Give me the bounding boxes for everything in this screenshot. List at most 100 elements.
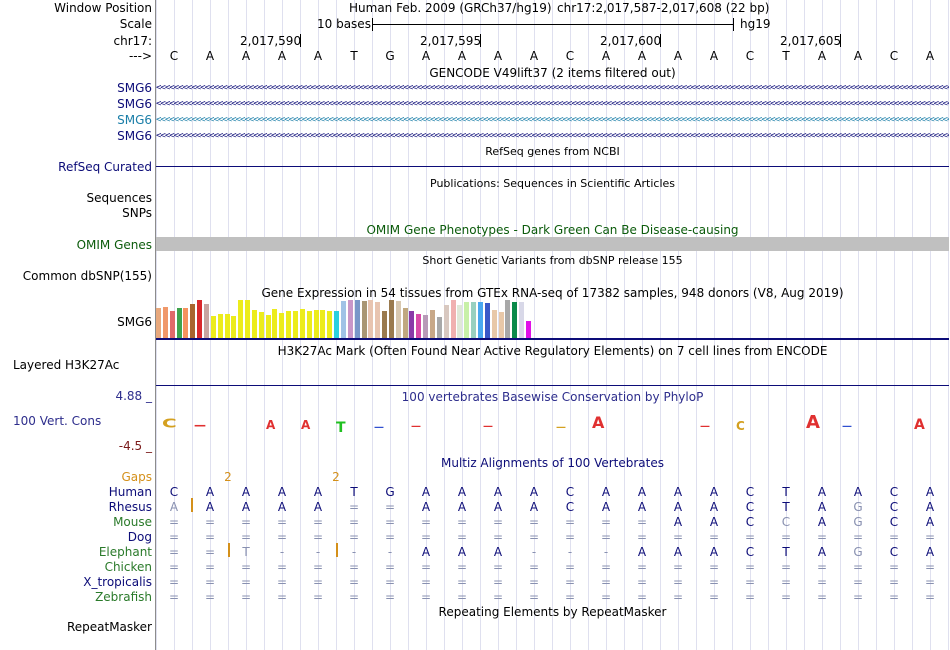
gtex-tissue-bar[interactable] [525,321,531,338]
gtex-tissue-bar[interactable] [231,316,237,338]
multiz-track-title[interactable]: Multiz Alignments of 100 Vertebrates [440,456,665,470]
gtex-expression-bars[interactable] [156,300,556,338]
publications-track-title[interactable]: Publications: Sequences in Scientific Ar… [430,177,675,190]
gencode-item-label[interactable]: SMG6 [117,113,152,127]
gtex-tissue-bar[interactable] [265,315,271,338]
species-label[interactable]: Dog [127,530,152,544]
gtex-tissue-bar[interactable] [190,304,196,338]
refseq-track-title[interactable]: RefSeq genes from NCBI [485,145,620,158]
gtex-tissue-bar[interactable] [443,305,449,338]
gtex-gene-label[interactable]: SMG6 [117,315,152,329]
gencode-item-label[interactable]: SMG6 [117,129,152,143]
gtex-tissue-bar[interactable] [477,302,483,338]
snps-label[interactable]: SNPs [122,206,152,220]
species-label[interactable]: Rhesus [108,500,152,514]
species-label[interactable]: Chicken [104,560,152,574]
gtex-tissue-bar[interactable] [368,300,374,338]
gaps-label[interactable]: Gaps [121,470,152,484]
gtex-tissue-bar[interactable] [306,311,312,338]
gtex-tissue-bar[interactable] [512,302,518,338]
gtex-tissue-bar[interactable] [320,310,326,338]
gtex-tissue-bar[interactable] [238,300,244,338]
gtex-tissue-bar[interactable] [416,314,422,338]
gtex-tissue-bar[interactable] [457,305,463,338]
gtex-tissue-bar[interactable] [210,316,216,338]
gtex-tissue-bar[interactable] [505,300,511,338]
gtex-tissue-bar[interactable] [471,302,477,338]
phylop-logo[interactable]: C — A A T — — — — A — C A — A [156,412,949,442]
gtex-tissue-bar[interactable] [347,300,353,338]
species-label[interactable]: X_tropicalis [83,575,152,589]
gencode-item-label[interactable]: SMG6 [117,97,152,111]
gtex-tissue-bar[interactable] [484,303,490,338]
gtex-tissue-bar[interactable] [354,300,360,338]
gtex-tissue-bar[interactable] [334,311,340,338]
gtex-tissue-bar[interactable] [169,311,175,338]
gtex-tissue-bar[interactable] [361,301,367,338]
gtex-tissue-bar[interactable] [217,314,223,338]
gtex-tissue-bar[interactable] [409,311,415,338]
gtex-tissue-bar[interactable] [327,311,333,338]
gtex-tissue-bar[interactable] [299,309,305,338]
gencode-item-strand[interactable]: <<<<<<<<<<<<<<<<<<<<<<<<<<<<<<<<<<<<<<<<… [156,116,949,124]
dbsnp-track-title[interactable]: Short Genetic Variants from dbSNP releas… [422,254,683,267]
gtex-tissue-bar[interactable] [293,311,298,338]
base-letter: = [348,515,360,529]
base-letter: A [313,500,323,514]
species-label[interactable]: Elephant [98,545,152,559]
gtex-tissue-bar[interactable] [272,309,278,338]
phylop-label[interactable]: 100 Vert. Cons [13,414,102,428]
omim-label[interactable]: OMIM Genes [76,238,152,252]
species-label[interactable]: Human [108,485,152,499]
refseq-gene-line[interactable] [156,166,949,167]
gtex-tissue-bar[interactable] [498,312,504,338]
omim-gene-bar[interactable] [156,237,949,251]
gtex-tissue-bar[interactable] [197,300,203,338]
gencode-item-strand[interactable]: <<<<<<<<<<<<<<<<<<<<<<<<<<<<<<<<<<<<<<<<… [156,132,949,140]
gtex-tissue-bar[interactable] [423,315,429,338]
gtex-tissue-bar[interactable] [430,310,435,338]
gtex-track-title[interactable]: Gene Expression in 54 tissues from GTEx … [261,286,844,300]
species-label[interactable]: Mouse [113,515,152,529]
gtex-tissue-bar[interactable] [156,308,161,338]
base-letter: = [456,515,468,529]
gtex-tissue-bar[interactable] [436,317,442,338]
refseq-label[interactable]: RefSeq Curated [58,160,152,174]
gtex-tissue-bar[interactable] [251,310,257,338]
h3k27ac-label[interactable]: Layered H3K27Ac [13,358,120,372]
gtex-tissue-bar[interactable] [375,302,381,338]
h3k27ac-track-title[interactable]: H3K27Ac Mark (Often Found Near Active Re… [277,344,828,358]
gtex-tissue-bar[interactable] [388,300,394,338]
gtex-tissue-bar[interactable] [340,301,346,338]
gtex-tissue-bar[interactable] [183,308,189,338]
gencode-item-strand[interactable]: <<<<<<<<<<<<<<<<<<<<<<<<<<<<<<<<<<<<<<<<… [156,84,949,92]
gtex-tissue-bar[interactable] [450,300,456,338]
gtex-tissue-bar[interactable] [382,311,388,338]
gtex-tissue-bar[interactable] [402,308,408,338]
gtex-tissue-bar[interactable] [245,300,251,338]
omim-track-title[interactable]: OMIM Gene Phenotypes - Dark Green Can Be… [366,223,739,237]
repeatmasker-track-title[interactable]: Repeating Elements by RepeatMasker [438,605,667,619]
gtex-tissue-bar[interactable] [176,308,182,338]
sequences-label[interactable]: Sequences [86,191,152,205]
gencode-track-title[interactable]: GENCODE V49lift37 (2 items filtered out) [429,66,676,80]
gtex-tissue-bar[interactable] [395,301,401,338]
gtex-tissue-bar[interactable] [224,314,230,338]
gtex-tissue-bar[interactable] [279,313,285,338]
dbsnp-label[interactable]: Common dbSNP(155) [22,269,152,283]
phylop-track-title[interactable]: 100 vertebrates Basewise Conservation by… [401,390,704,404]
gencode-item-label[interactable]: SMG6 [117,81,152,95]
gtex-gene-model[interactable] [156,338,949,340]
gtex-tissue-bar[interactable] [313,310,319,338]
gtex-tissue-bar[interactable] [162,307,168,338]
gtex-tissue-bar[interactable] [491,310,497,338]
species-label[interactable]: Zebrafish [95,590,152,604]
gtex-tissue-bar[interactable] [203,304,209,338]
gtex-tissue-bar[interactable] [258,312,264,338]
gencode-item-strand[interactable]: <<<<<<<<<<<<<<<<<<<<<<<<<<<<<<<<<<<<<<<<… [156,100,949,108]
gtex-tissue-bar[interactable] [286,311,292,338]
gtex-tissue-bar[interactable] [464,302,470,338]
gtex-tissue-bar[interactable] [519,302,525,338]
repeatmasker-label[interactable]: RepeatMasker [66,620,152,634]
